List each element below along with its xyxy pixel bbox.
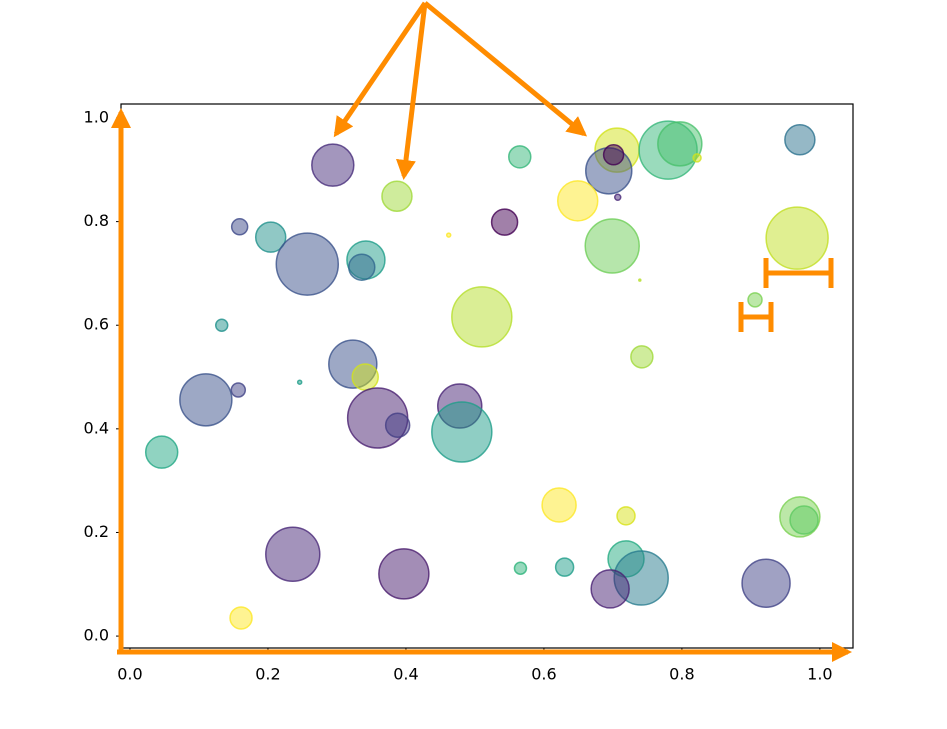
bubble [445,232,452,238]
bubble [556,180,599,222]
bubble [296,379,303,385]
bubble [230,382,247,398]
bubble [265,526,321,582]
y-tick-label: 0.4 [84,418,109,437]
x-tick-label: 0.0 [117,665,142,684]
y-tick-label: 0.0 [84,626,109,645]
bubble [784,123,816,156]
bubble [590,569,630,609]
annotations [111,1,852,662]
bubble [765,206,829,270]
bracket [763,258,834,288]
bubble [638,278,642,282]
bubble [554,557,575,577]
x-tick-label: 1.0 [807,665,832,684]
bubble [431,401,493,463]
bubble [275,232,340,296]
x-tick-label: 0.4 [393,665,418,684]
plot-area [144,120,829,630]
bubble [214,318,229,332]
bubble [144,435,179,469]
bubble [179,373,233,427]
bubble [384,412,411,438]
bubble [508,145,532,169]
bubble [602,144,625,166]
bubble [229,606,253,630]
bubble [351,363,379,391]
arrow [423,1,588,137]
y-tick-label: 0.6 [84,315,109,334]
bubble [490,208,519,236]
bubble [616,506,636,526]
bubble [613,193,622,202]
bubble [692,153,702,163]
bubble [311,143,355,187]
bubble [378,548,430,600]
y-tick-label: 1.0 [84,107,109,126]
bubble [747,292,763,308]
bubble [741,558,791,608]
x-tick-label: 0.2 [255,665,280,684]
bubble [513,561,528,575]
bracket [738,302,774,332]
arrow [333,1,428,138]
y-tick-label: 0.8 [84,211,109,230]
bubble [230,218,249,236]
bubble [541,487,577,523]
bubble [630,345,654,369]
x-tick-label: 0.8 [669,665,694,684]
y-tick-label: 0.2 [84,522,109,541]
arrow [396,2,428,180]
bubble [584,218,640,274]
bubble [254,221,287,253]
plot-frame [120,103,854,649]
bubble [381,180,413,212]
bubble [657,121,703,167]
bubble [348,253,376,281]
bubble [789,505,819,535]
bubble [451,286,513,348]
x-tick-label: 0.6 [531,665,556,684]
